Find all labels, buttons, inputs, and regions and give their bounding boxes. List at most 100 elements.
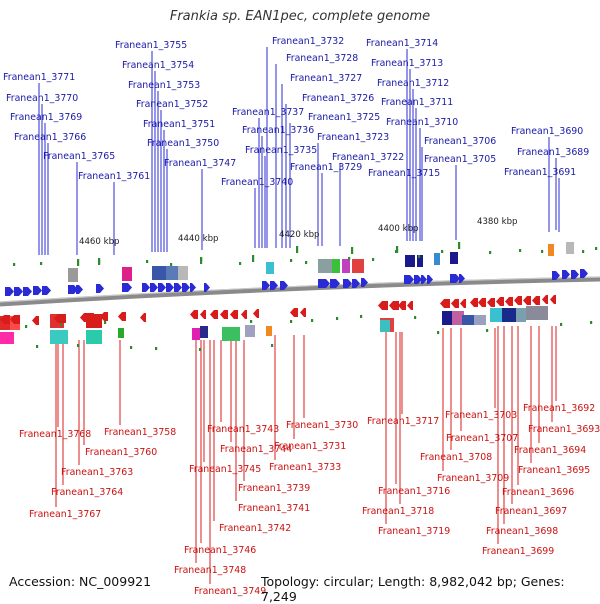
reverse-gene-arrow [451,299,459,308]
forward-gene-arrow [96,284,104,293]
protein-domain-box [405,255,415,267]
tick-mark [311,319,314,322]
tick-mark [155,347,158,350]
reverse-gene-label: Franean1_3717 [367,416,439,427]
tick-mark [595,247,598,250]
protein-domain-box [462,315,474,325]
forward-gene-arrow [343,279,352,288]
forward-gene-label: Franean1_3728 [286,53,358,64]
forward-gene-label: Franean1_3726 [302,93,374,104]
reverse-gene-label: Franean1_3763 [61,467,133,478]
forward-gene-arrow [142,283,150,292]
forward-gene-label: Franean1_3712 [377,78,449,89]
reverse-gene-arrow [210,310,218,319]
reverse-gene-arrow [241,310,247,319]
tick-mark [170,263,173,266]
forward-gene-arrow [459,274,465,283]
reverse-gene-arrow [118,312,126,321]
reverse-gene-arrow [487,298,495,307]
scale-label: 4380 kbp [477,217,518,227]
reverse-gene-label: Franean1_3718 [362,506,434,517]
forward-gene-label: Franean1_3715 [368,168,440,179]
tick-mark [441,250,444,253]
reverse-gene-label: Franean1_3719 [378,526,450,537]
forward-gene-arrow [330,279,340,288]
scale-label: 4420 kbp [279,230,320,240]
protein-domain-box [266,326,272,336]
reverse-gene-label: Franean1_3764 [51,487,123,498]
reverse-gene-arrow [32,316,39,325]
forward-gene-label: Franean1_3766 [14,132,86,143]
tick-mark [360,315,363,318]
tick-mark [418,255,421,258]
forward-gene-arrow [571,270,579,279]
forward-gene-label: Franean1_3711 [381,97,453,108]
forward-gene-arrow [33,286,42,295]
reverse-gene-arrow [10,315,20,324]
forward-gene-arrow [414,275,422,284]
reverse-gene-label: Franean1_3749 [194,586,266,597]
reverse-gene-label: Franean1_3748 [174,565,246,576]
forward-gene-label: Franean1_3747 [164,158,236,169]
forward-gene-label: Franean1_3727 [290,73,362,84]
reverse-gene-arrow [300,308,306,317]
forward-gene-arrow [166,283,174,292]
protein-domain-box [380,320,390,332]
reverse-gene-label: Franean1_3697 [495,506,567,517]
forward-gene-label: Franean1_3753 [128,80,200,91]
tick-mark [199,348,202,351]
reverse-gene-label: Franean1_3709 [437,473,509,484]
reverse-gene-arrow [290,308,298,317]
forward-gene-label: Franean1_3769 [10,112,82,123]
reverse-gene-label: Franean1_3693 [528,424,600,435]
reverse-gene-arrow [407,301,413,310]
scale-tick [98,258,101,265]
tick-mark [146,260,149,263]
tick-mark [36,345,39,348]
reverse-gene-label: Franean1_3741 [238,503,310,514]
forward-gene-label: Franean1_3754 [122,60,194,71]
reverse-gene-arrow [532,296,540,305]
forward-gene-label: Franean1_3736 [242,125,314,136]
reverse-gene-label: Franean1_3733 [269,462,341,473]
forward-gene-label: Franean1_3689 [517,147,589,158]
forward-gene-label: Franean1_3691 [504,167,576,178]
reverse-gene-arrow [496,297,504,306]
forward-gene-label: Franean1_3714 [366,38,438,49]
reverse-gene-arrow [514,296,522,305]
reverse-gene-label: Franean1_3739 [238,483,310,494]
protein-domain-box [434,253,440,265]
tick-mark [486,329,489,332]
reverse-gene-label: Franean1_3695 [518,465,590,476]
reverse-gene-label: Franean1_3746 [184,545,256,556]
reverse-gene-arrow [470,298,478,307]
tick-mark [60,323,63,326]
protein-domain-box [166,266,178,280]
reverse-gene-label: Franean1_3745 [189,464,261,475]
protein-domain-box [352,259,364,273]
reverse-gene-label: Franean1_3716 [378,486,450,497]
reverse-gene-arrow [542,295,548,304]
forward-gene-label: Franean1_3729 [290,162,362,173]
tick-mark [290,259,293,262]
forward-gene-label: Franean1_3771 [3,72,75,83]
reverse-gene-arrow [54,314,66,323]
reverse-gene-arrow [505,297,513,306]
reverse-gene-arrow [378,301,388,310]
genome-title: Frankia sp. EAN1pec, complete genome [169,9,431,24]
protein-domain-box [118,328,124,338]
forward-gene-arrow [404,275,414,284]
protein-domain-box [526,306,548,320]
reverse-gene-arrow [220,310,228,319]
reverse-gene-arrow [80,313,94,322]
scale-tick [458,242,461,249]
reverse-gene-label: Franean1_3730 [286,420,358,431]
reverse-gene-arrow [230,310,238,319]
forward-gene-label: Franean1_3690 [511,126,583,137]
protein-domain-box [222,327,240,341]
reverse-gene-label: Franean1_3703 [445,410,517,421]
forward-gene-arrow [5,287,14,296]
tick-mark [77,344,80,347]
forward-gene-label: Franean1_3732 [272,36,344,47]
protein-domain-box [50,330,68,344]
